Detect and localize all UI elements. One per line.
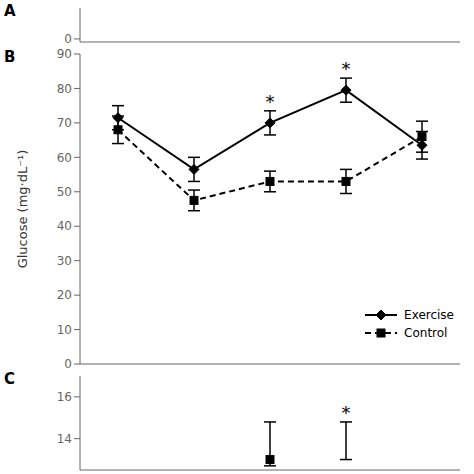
- svg-text:50: 50: [57, 185, 72, 199]
- svg-text:10: 10: [57, 323, 72, 337]
- html-text:Control: Control: [404, 326, 448, 340]
- html-text:Exercise: Exercise: [404, 308, 454, 322]
- svg-text:0: 0: [64, 32, 72, 46]
- svg-text:80: 80: [57, 82, 72, 96]
- svg-text:90: 90: [57, 47, 72, 61]
- svg-text:0: 0: [64, 357, 72, 368]
- svg-text:60: 60: [57, 151, 72, 165]
- html-text:C: C: [4, 370, 15, 388]
- svg-text:40: 40: [57, 219, 72, 233]
- svg-text:*: *: [342, 58, 351, 79]
- svg-text:30: 30: [57, 254, 72, 268]
- svg-text:14: 14: [57, 432, 72, 446]
- svg-text:*: *: [266, 91, 275, 112]
- html-text:A: A: [4, 2, 16, 20]
- svg-text:16: 16: [57, 390, 72, 404]
- svg-text:Glucose (mg·dL⁻¹): Glucose (mg·dL⁻¹): [15, 150, 30, 269]
- svg-text:20: 20: [57, 288, 72, 302]
- svg-text:*: *: [342, 402, 351, 423]
- svg-text:70: 70: [57, 116, 72, 130]
- html-text:B: B: [4, 48, 16, 66]
